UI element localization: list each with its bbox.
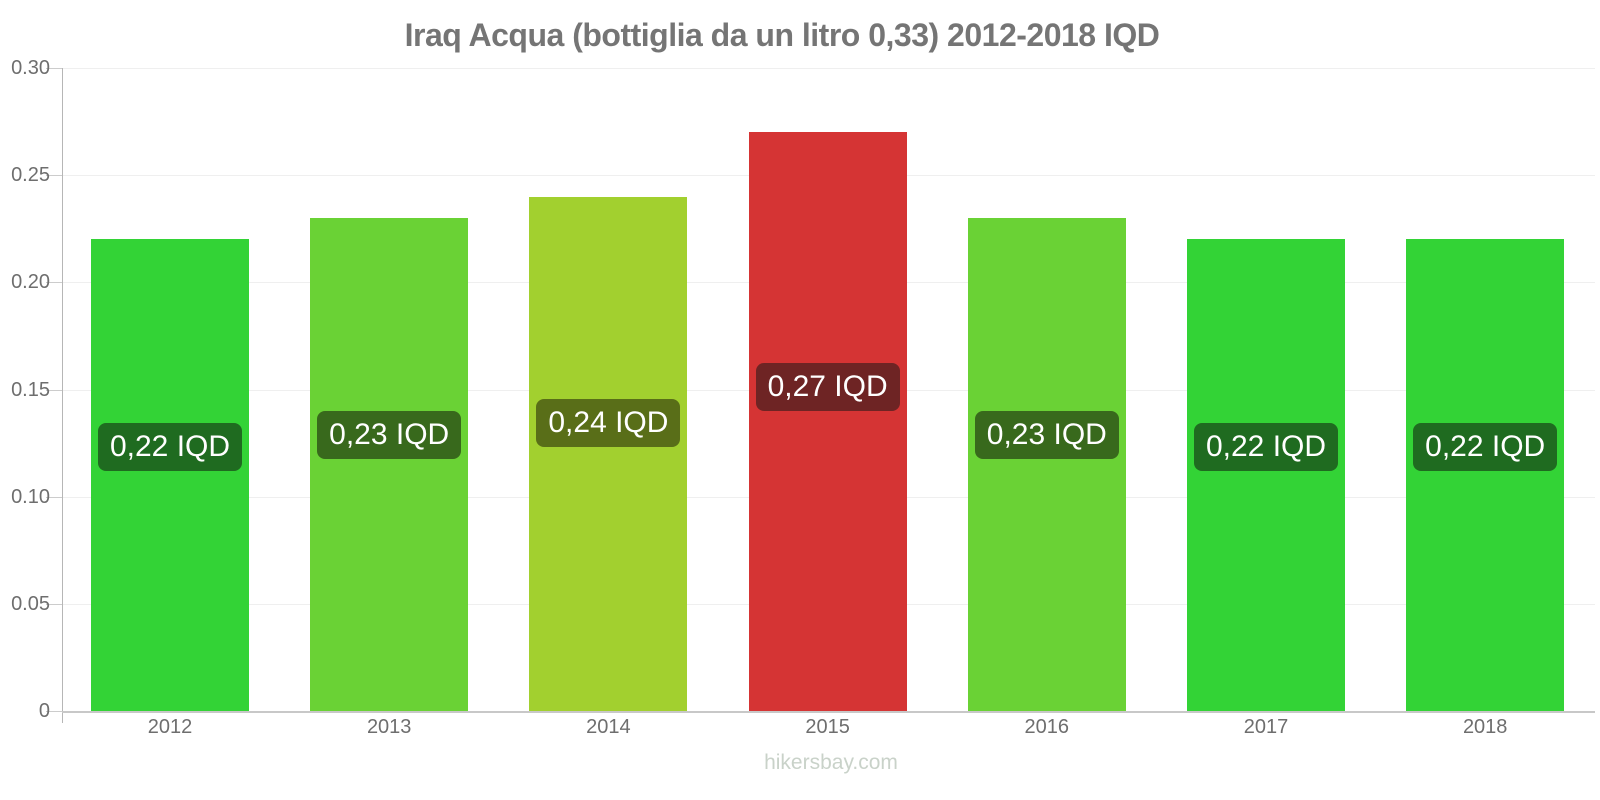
y-tick <box>46 175 62 177</box>
x-tick-label: 2016 <box>1024 716 1070 738</box>
y-tick-label: 0.25 <box>11 164 50 187</box>
x-tick-label: 2014 <box>586 716 631 738</box>
bar-value-badge: 0,24 IQD <box>536 398 681 447</box>
x-tick-label: 2013 <box>366 716 412 738</box>
x-tick-label: 2018 <box>1462 716 1508 738</box>
bar-value-badge: 0,23 IQD <box>974 410 1119 459</box>
bar-2017 <box>1187 239 1345 711</box>
bar-2015 <box>748 132 907 711</box>
x-tick-label: 2017 <box>1243 716 1289 738</box>
bar-value-badge: 0,22 IQD <box>1194 422 1338 471</box>
bar-value-badge: 0,22 IQD <box>98 422 242 471</box>
y-tick <box>46 603 62 605</box>
x-axis-line <box>62 711 1595 713</box>
y-tick-label: 0.30 <box>11 57 50 79</box>
bar-2014 <box>529 196 688 711</box>
bar-2012 <box>91 239 249 711</box>
bar-value-badge: 0,22 IQD <box>1413 422 1558 471</box>
y-tick <box>46 496 62 498</box>
y-tick-label: 0 <box>38 700 50 722</box>
bar-value-badge: 0,23 IQD <box>317 410 462 459</box>
bar-value-badge: 0,27 IQD <box>755 362 900 411</box>
bar-2018 <box>1406 239 1565 711</box>
y-tick-label: 0.15 <box>11 378 50 401</box>
y-tick <box>46 68 62 69</box>
y-tick <box>46 711 62 712</box>
x-tick-label: 2015 <box>805 716 850 738</box>
x-tick-label: 2012 <box>147 716 193 738</box>
y-tick-label: 0.05 <box>11 592 50 615</box>
y-tick-label: 0.20 <box>11 271 50 294</box>
y-gridline <box>63 68 1595 69</box>
watermark: hikersbay.com <box>764 751 898 774</box>
y-tick <box>46 389 62 391</box>
y-axis-line <box>62 68 63 723</box>
y-tick-label: 0.10 <box>11 485 50 508</box>
bar-2013 <box>310 218 469 711</box>
chart-title: Iraq Acqua (bottiglia da un litro 0,33) … <box>404 17 1160 53</box>
bar-2016 <box>967 218 1126 711</box>
y-tick <box>46 282 62 284</box>
